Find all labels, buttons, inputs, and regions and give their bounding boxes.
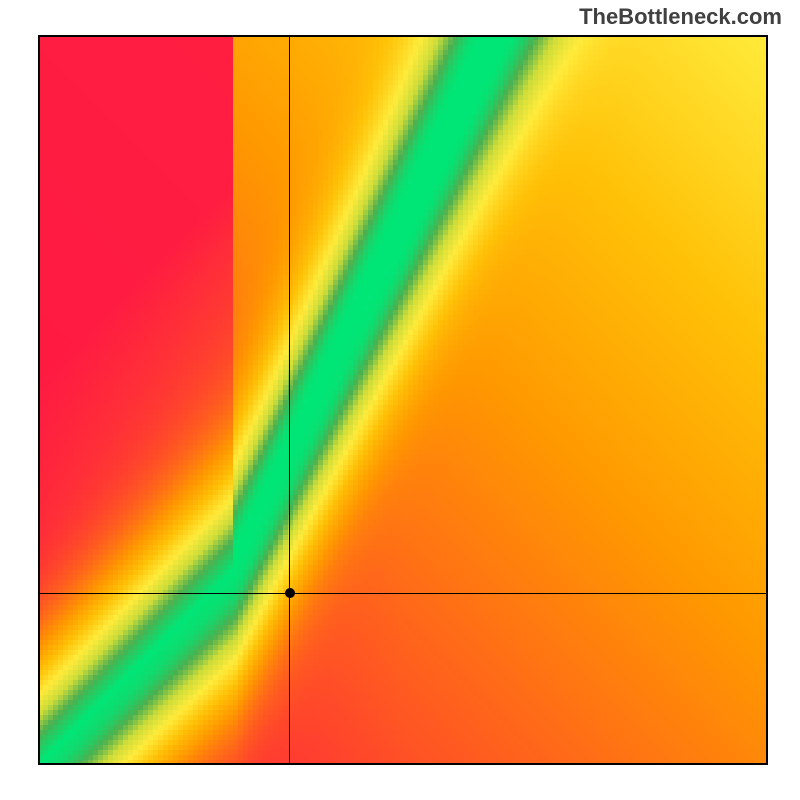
- heatmap-canvas: [38, 35, 768, 765]
- chart-frame: [38, 35, 768, 765]
- watermark-text: TheBottleneck.com: [579, 4, 782, 30]
- chart-container: TheBottleneck.com: [0, 0, 800, 800]
